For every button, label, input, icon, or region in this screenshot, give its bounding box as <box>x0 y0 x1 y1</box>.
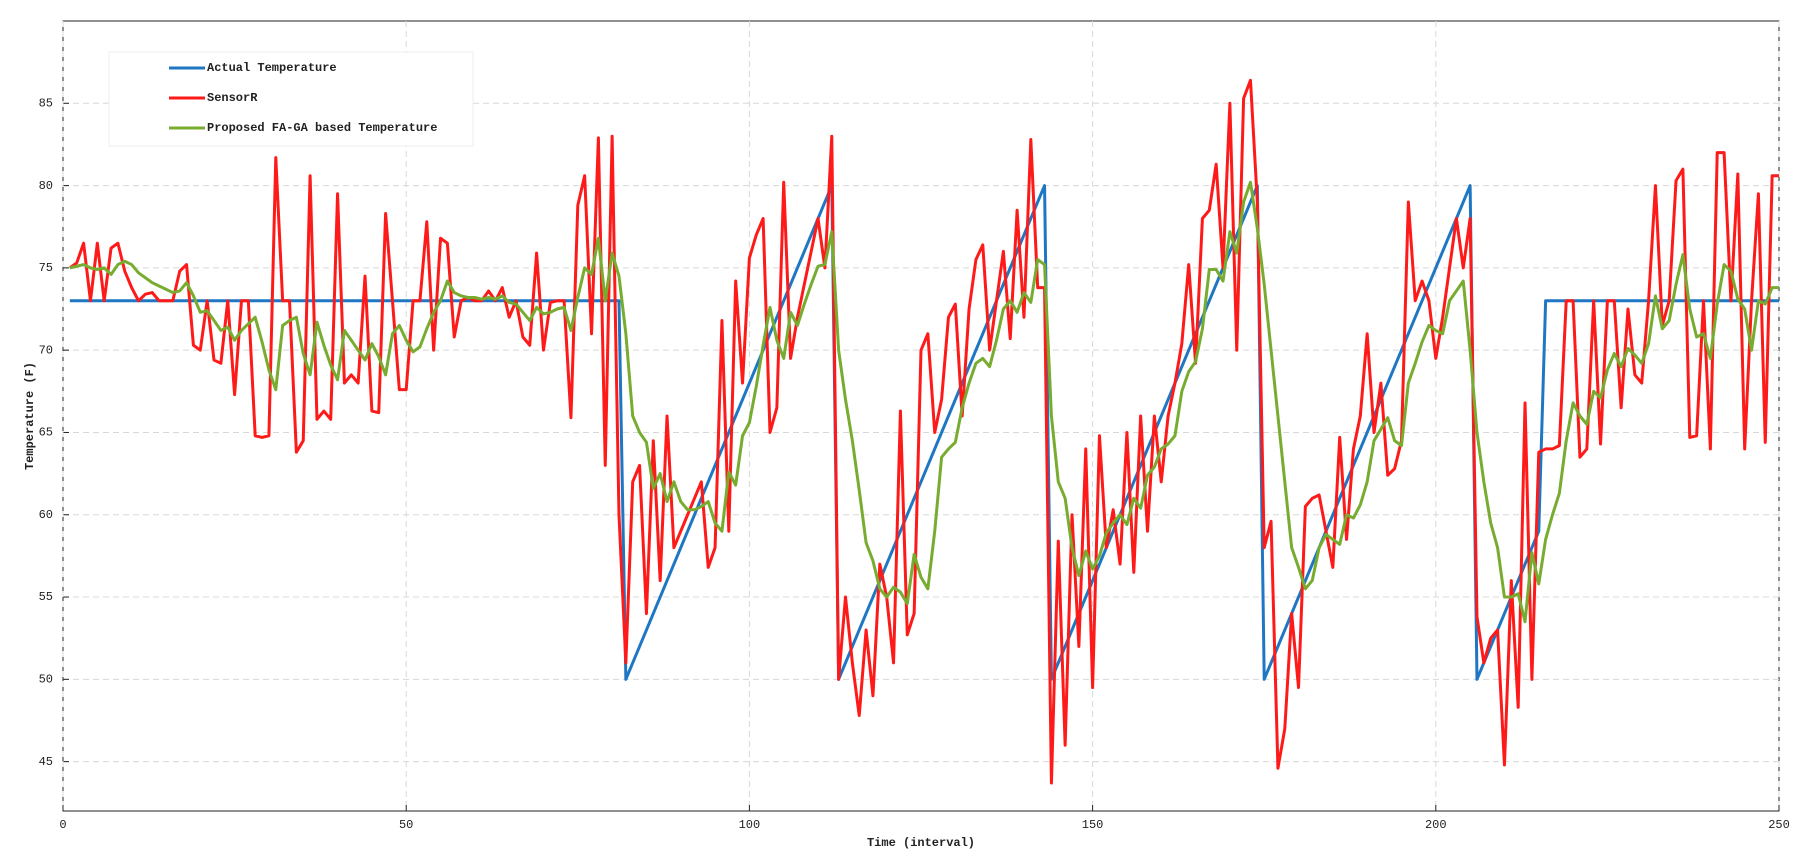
series-line <box>68 78 1779 785</box>
y-tick-label: 75 <box>39 261 53 275</box>
y-tick-label: 50 <box>39 673 53 687</box>
y-tick-label: 55 <box>39 590 53 604</box>
legend-label: Actual Temperature <box>207 61 337 75</box>
y-tick-label: 45 <box>39 755 53 769</box>
x-tick-label: 200 <box>1425 818 1447 832</box>
y-tick-label: 60 <box>39 508 53 522</box>
y-tick-label: 70 <box>39 343 53 357</box>
y-tick-label: 85 <box>39 96 53 110</box>
x-tick-label: 150 <box>1082 818 1104 832</box>
series-line <box>69 180 1779 624</box>
y-tick-label: 80 <box>39 179 53 193</box>
y-axis-label: Temperature (F) <box>23 362 37 470</box>
legend-label: Proposed FA-GA based Temperature <box>207 121 437 135</box>
x-tick-label: 0 <box>59 818 66 832</box>
legend-label: SensorR <box>207 91 258 105</box>
x-tick-label: 250 <box>1768 818 1790 832</box>
x-axis-label: Time (interval) <box>867 836 975 850</box>
x-tick-label: 50 <box>399 818 413 832</box>
x-tick-label: 100 <box>739 818 761 832</box>
y-tick-label: 65 <box>39 426 53 440</box>
